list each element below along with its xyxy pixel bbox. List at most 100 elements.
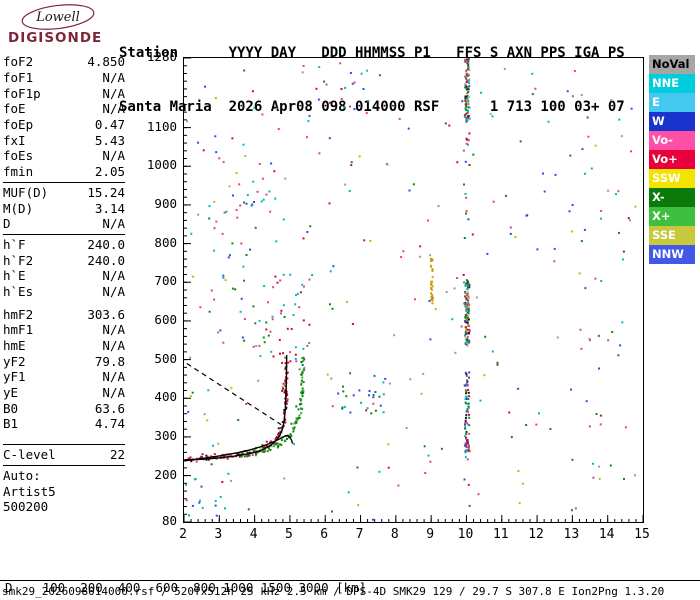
param-value: 4.850 <box>87 54 125 70</box>
echo-point <box>187 410 190 413</box>
echo-point <box>378 395 381 398</box>
echo-point <box>300 407 303 410</box>
echo-point <box>468 371 471 374</box>
echo-point <box>261 113 264 116</box>
echo-point <box>468 164 471 166</box>
echo-point <box>503 67 506 70</box>
echo-point <box>368 390 371 392</box>
echo-point <box>472 153 475 156</box>
echo-point <box>466 422 469 425</box>
echo-point <box>353 108 356 110</box>
echo-point <box>464 95 466 98</box>
param-label: yF1 <box>3 369 26 385</box>
echo-point <box>430 292 433 295</box>
echo-point <box>464 427 467 430</box>
echo-point <box>464 290 467 293</box>
echo-point <box>238 452 241 455</box>
echo-point <box>280 312 282 315</box>
echo-point <box>467 95 470 98</box>
param-label: D <box>3 216 11 232</box>
echo-point <box>492 200 495 203</box>
echo-point <box>465 298 468 301</box>
echo-point <box>509 232 512 235</box>
echo-point <box>274 443 277 446</box>
echo-point <box>253 448 256 451</box>
echo-point <box>240 242 243 245</box>
echo-point <box>569 154 572 157</box>
echo-point <box>254 450 257 453</box>
echo-point <box>353 81 356 84</box>
echo-point <box>243 455 246 458</box>
echo-point <box>301 371 304 374</box>
echo-point <box>437 205 440 207</box>
echo-point <box>542 172 544 175</box>
echo-point <box>269 440 272 443</box>
x-tick-label: 5 <box>285 527 293 542</box>
auto-scaler-line-0: Auto: <box>3 467 41 483</box>
echo-point <box>284 379 287 381</box>
echo-point <box>265 445 268 448</box>
echo-point <box>598 367 600 370</box>
echo-point <box>251 90 254 93</box>
echo-point <box>467 323 470 325</box>
param-value: N/A <box>102 338 125 354</box>
echo-point <box>595 413 598 415</box>
echo-point <box>583 228 586 231</box>
echo-point <box>262 336 265 339</box>
echo-point <box>331 405 334 408</box>
echo-point <box>489 112 492 115</box>
echo-point <box>343 405 346 408</box>
echo-point <box>430 298 432 301</box>
echo-point <box>619 344 622 347</box>
echo-point <box>466 317 469 319</box>
echo-point <box>296 418 299 421</box>
param-value: 22 <box>109 447 125 463</box>
echo-point <box>466 92 469 95</box>
echo-point <box>227 256 230 259</box>
echo-point <box>534 87 537 90</box>
echo-point <box>278 338 281 341</box>
echo-point <box>311 274 314 276</box>
echo-point <box>273 170 276 173</box>
echo-point <box>351 323 354 325</box>
echo-point <box>467 450 470 453</box>
echo-point <box>491 350 494 353</box>
echo-point <box>464 84 467 86</box>
param-row-B0: B0 63.6 <box>3 400 125 416</box>
x-tick-label: 6 <box>320 527 329 542</box>
echo-point <box>286 437 288 440</box>
echo-point <box>301 392 304 395</box>
echo-point <box>407 127 410 130</box>
echo-point <box>634 205 637 208</box>
echo-point <box>468 106 471 109</box>
echo-point <box>579 328 582 331</box>
echo-point <box>235 453 238 456</box>
echo-point <box>284 384 287 387</box>
echo-point <box>466 293 469 296</box>
legend-item-vo: Vo+ <box>649 150 695 169</box>
echo-point <box>213 227 216 230</box>
echo-point <box>293 428 295 431</box>
panel-divider <box>3 233 125 235</box>
echo-point <box>281 421 284 423</box>
echo-point <box>588 425 591 428</box>
echo-point <box>302 237 305 240</box>
echo-point <box>466 299 469 302</box>
echo-point <box>463 384 466 387</box>
echo-point <box>419 255 422 258</box>
echo-point <box>465 392 467 395</box>
echo-point <box>273 442 276 445</box>
echo-point <box>484 335 487 338</box>
echo-point <box>231 137 234 140</box>
y-tick-label: 900 <box>154 195 177 211</box>
x-tick-label: 8 <box>390 527 399 542</box>
echo-point <box>372 402 375 405</box>
echo-point <box>592 476 595 479</box>
echo-point <box>465 375 468 378</box>
param-label: foEp <box>3 117 34 133</box>
echo-point <box>465 373 468 376</box>
param-row-foE: foE N/A <box>3 101 125 117</box>
echo-point <box>329 303 331 306</box>
echo-point <box>265 321 268 324</box>
echo-point <box>466 328 469 331</box>
